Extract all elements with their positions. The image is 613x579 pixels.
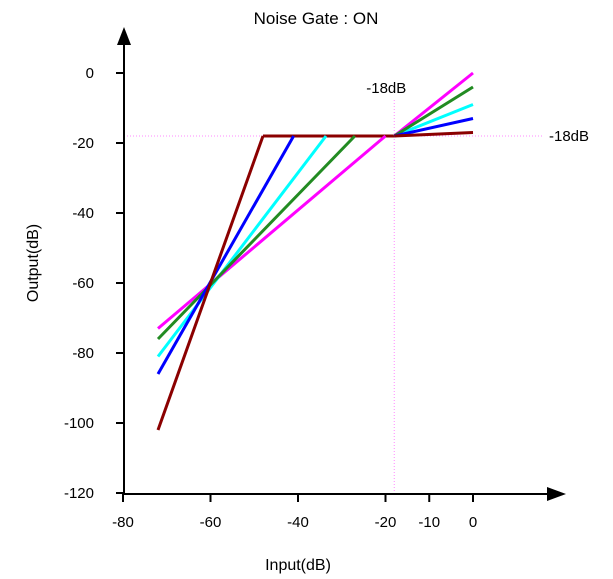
x-tick-label: -60 (200, 514, 222, 531)
series-lower-segment (156, 135, 295, 375)
series-upper-segment (393, 103, 474, 138)
y-axis-arrow (117, 27, 131, 45)
chart-title: Noise Gate : ON (254, 9, 379, 28)
y-tick-label: -60 (72, 275, 94, 292)
axes (117, 27, 566, 501)
series-lines (156, 71, 474, 431)
series-upper-segment (393, 85, 474, 138)
reference-lines: -18dB -18dB (124, 80, 589, 494)
series-lower-segment (156, 135, 328, 358)
x-tick-label: 0 (469, 514, 477, 531)
y-tick-label: -100 (64, 415, 94, 432)
x-axis-arrow (547, 487, 566, 501)
series-upper-segment (394, 131, 474, 138)
series-upper-segment (393, 71, 474, 138)
horizontal-reference-label: -18dB (549, 128, 589, 145)
x-axis-title: Input(dB) (265, 557, 331, 574)
y-ticks: 0 -20 -40 -60 -80 -100 -120 (64, 65, 124, 502)
vertical-reference-label: -18dB (366, 80, 406, 97)
x-tick-label: -20 (375, 514, 397, 531)
y-axis-title: Output(dB) (25, 224, 42, 302)
x-tick-label: -80 (112, 514, 134, 531)
series-lower-segment (156, 135, 265, 431)
y-tick-label: -120 (64, 485, 94, 502)
y-tick-label: -20 (72, 135, 94, 152)
y-tick-label: 0 (86, 65, 94, 82)
series-lower-segment (156, 134, 356, 341)
x-tick-label: -10 (418, 514, 440, 531)
series-lower-segment (157, 134, 387, 330)
x-tick-label: -40 (287, 514, 309, 531)
x-ticks: -80 -60 -40 -20 -10 0 (112, 494, 477, 531)
y-tick-label: -40 (72, 205, 94, 222)
y-tick-label: -80 (72, 345, 94, 362)
series-upper-segment (393, 117, 474, 138)
